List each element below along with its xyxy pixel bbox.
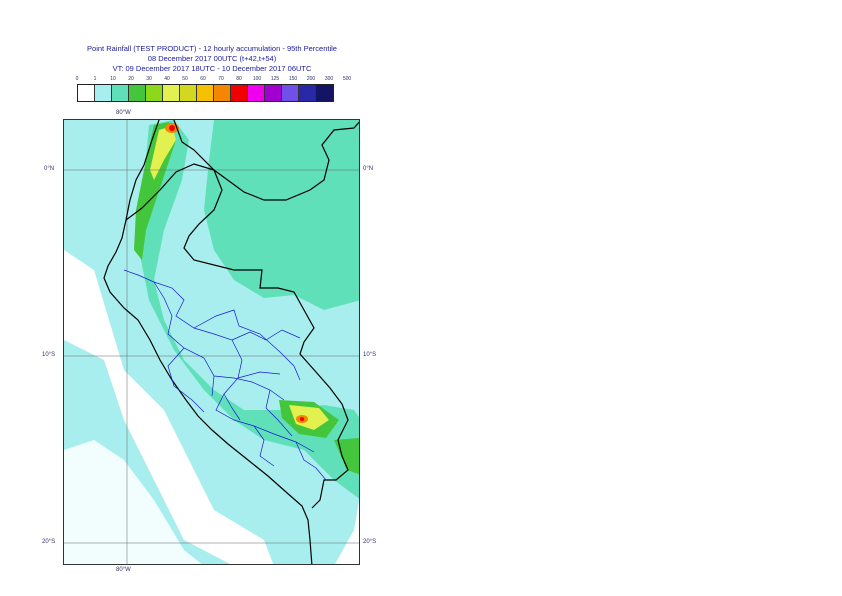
country-border-north [173,120,359,201]
rainfall-area-light-south2 [64,440,202,564]
legend-label: 200 [306,76,316,82]
legend-label: 10 [110,76,116,82]
legend-swatch [78,85,95,101]
regional-borders [123,269,327,481]
lon-label-bottom: 80°W [116,567,131,573]
run-time: 08 December 2017 00UTC (t+42,t+54) [147,54,277,63]
lat-label-right-10s: 10°S [363,352,377,358]
legend-label: 500 [342,76,352,82]
legend-label: 80 [236,76,242,82]
country-border [125,163,349,509]
legend-swatch [95,85,112,101]
legend-label: 100 [252,76,262,82]
legend-swatch [265,85,282,101]
legend-swatch [214,85,231,101]
rainfall-map [63,119,360,565]
legend-label: 50 [182,76,188,82]
rainfall-area-very-heavy-south [289,405,329,430]
legend-label: 125 [270,76,280,82]
lat-label-right-20s: 20°S [363,539,377,545]
legend-swatch [282,85,299,101]
legend-threshold-labels: 0 1 10 20 30 40 50 60 70 80 100 125 150 … [75,76,352,85]
legend-label: 0 [75,76,79,82]
legend-swatch [231,85,248,101]
legend-swatch [146,85,163,101]
legend-label: 1 [93,76,97,82]
legend-swatch [129,85,146,101]
lat-label-right-0: 0°N [363,166,374,172]
legend-swatch [163,85,180,101]
legend-swatch [299,85,316,101]
legend-swatch [112,85,129,101]
map-canvas [64,120,359,564]
legend-label: 20 [128,76,134,82]
legend-label: 70 [218,76,224,82]
rainfall-peak-north-core [169,125,175,131]
coastline [103,120,313,564]
legend-label: 40 [164,76,170,82]
lat-label-left-10s: 10°S [42,352,56,358]
rainfall-area-medium [204,120,359,310]
rainfall-area-very-heavy [150,126,176,180]
legend-label: 300 [324,76,334,82]
lat-label-left-0: 0°N [44,166,55,172]
legend-label: 60 [200,76,206,82]
rainfall-color-legend [77,84,334,102]
rainfall-peak-south-core [300,417,304,421]
lat-label-left-20s: 20°S [42,539,56,545]
legend-swatch [248,85,265,101]
legend-swatch [316,85,333,101]
validity-time: VT: 09 December 2017 18UTC - 10 December… [112,64,312,73]
legend-swatch [180,85,197,101]
legend-label: 30 [146,76,152,82]
map-title: Point Rainfall (TEST PRODUCT) - 12 hourl… [87,44,337,53]
legend-swatch [197,85,214,101]
legend-label: 150 [288,76,298,82]
lon-label-top: 80°W [116,110,131,116]
